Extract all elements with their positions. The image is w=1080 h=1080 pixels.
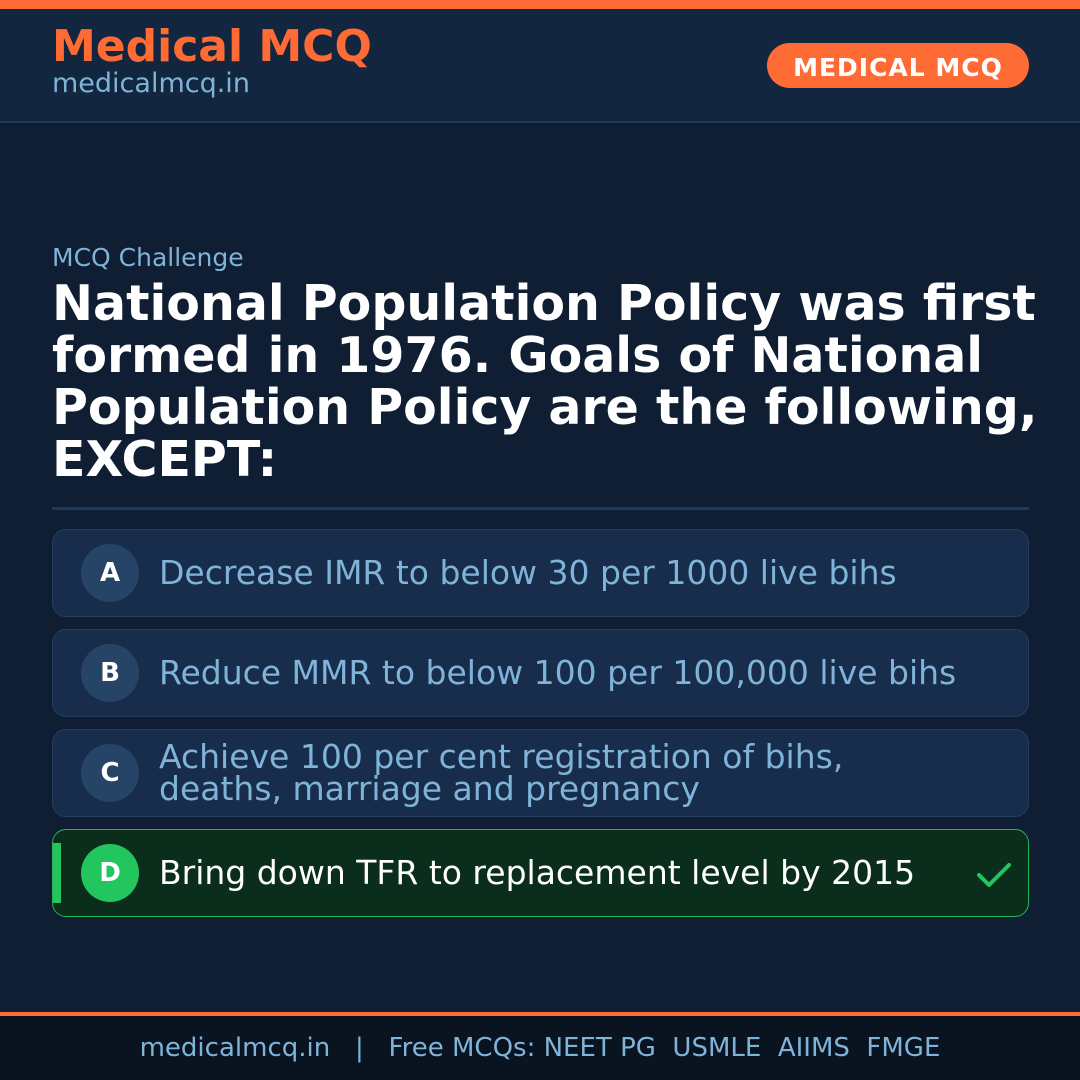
- brand-title: Medical MCQ: [52, 21, 372, 72]
- option-c[interactable]: C Achieve 100 per cent registration of b…: [52, 729, 1029, 817]
- option-text: Achieve 100 per cent registration of bih…: [159, 737, 844, 808]
- option-d[interactable]: D Bring down TFR to replacement level by…: [52, 829, 1029, 917]
- site-header: Medical MCQ medicalmcq.in MEDICAL MCQ: [0, 9, 1080, 123]
- category-badge: MEDICAL MCQ: [767, 43, 1029, 88]
- brand-url[interactable]: medicalmcq.in: [52, 68, 250, 99]
- option-letter-badge: D: [81, 844, 139, 902]
- option-a[interactable]: A Decrease IMR to below 30 per 1000 live…: [52, 529, 1029, 617]
- option-letter-badge: C: [81, 744, 139, 802]
- option-text: Reduce MMR to below 100 per 100,000 live…: [159, 653, 957, 692]
- top-accent-bar: [0, 0, 1080, 9]
- question-divider: [52, 507, 1029, 510]
- footer-text: medicalmcq.in | Free MCQs: NEET PG USMLE…: [139, 1033, 941, 1063]
- checkmark-icon: [977, 863, 1011, 887]
- question-kicker: MCQ Challenge: [52, 243, 244, 272]
- site-footer: medicalmcq.in | Free MCQs: NEET PG USMLE…: [0, 1012, 1080, 1080]
- option-letter-badge: A: [81, 544, 139, 602]
- question-text: National Population Policy was first for…: [52, 275, 1038, 488]
- option-letter-badge: B: [81, 644, 139, 702]
- option-b[interactable]: B Reduce MMR to below 100 per 100,000 li…: [52, 629, 1029, 717]
- option-text: Bring down TFR to replacement level by 2…: [159, 853, 916, 892]
- correct-answer-stripe: [53, 843, 61, 903]
- option-text: Decrease IMR to below 30 per 1000 live b…: [159, 553, 897, 592]
